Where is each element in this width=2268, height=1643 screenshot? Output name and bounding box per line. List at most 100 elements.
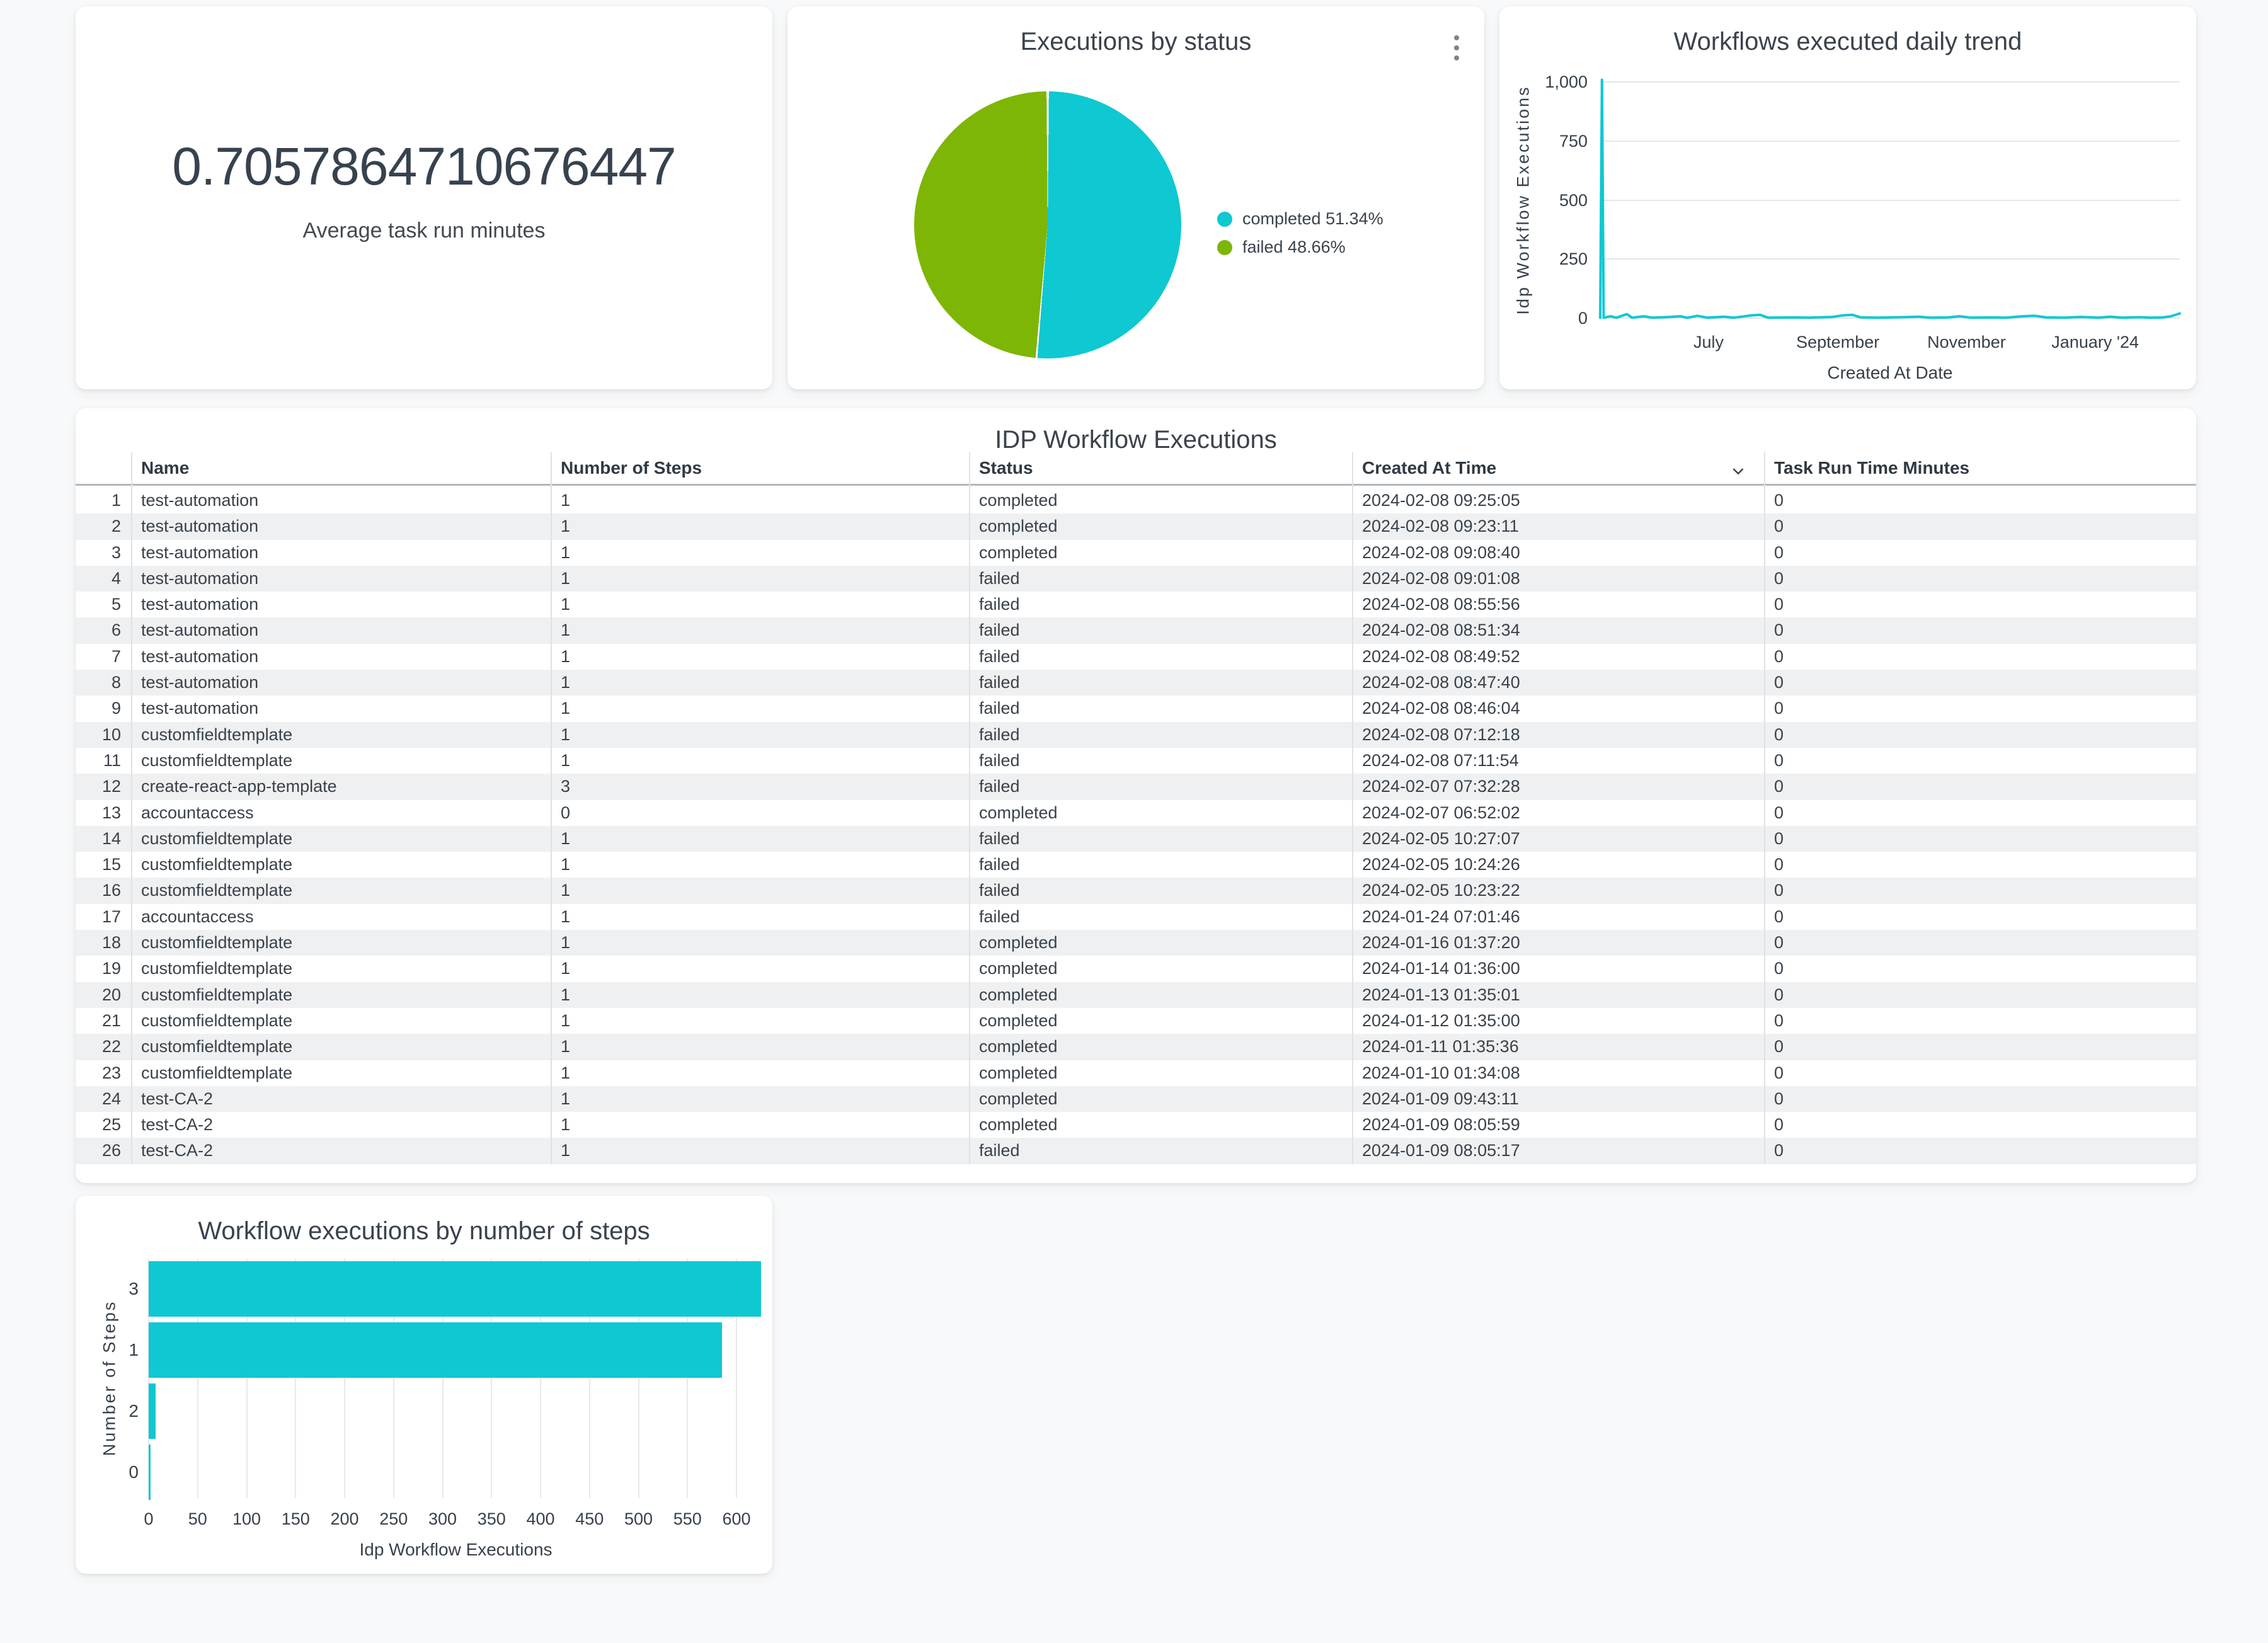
column-header-steps[interactable]: Number of Steps xyxy=(561,458,702,478)
line-chart-title: Workflows executed daily trend xyxy=(1673,28,2022,55)
table-cell: 0 xyxy=(1774,881,1784,900)
table-row[interactable]: 16 customfieldtemplate 1 failed 2024-02-05 1… xyxy=(76,878,2196,904)
table-cell: 0 xyxy=(1774,1089,1784,1108)
bar-steps-2[interactable] xyxy=(149,1383,156,1439)
bar-chart-plot: 0 50 100 150 200 250 300 350 400 450 500 550 600 3 1 2 0 xyxy=(129,1259,763,1528)
table-row[interactable]: 6 test-automation 1 failed 2024-02-08 08:51:… xyxy=(76,617,2196,644)
table-cell: 16 xyxy=(101,881,121,900)
column-header-created[interactable]: Created At Time xyxy=(1352,452,1764,484)
table-cell: 1 xyxy=(561,542,571,562)
legend-item-failed[interactable]: failed 48.66% xyxy=(1217,238,1383,257)
bar-steps-0[interactable] xyxy=(149,1445,151,1500)
y-tick-label: 250 xyxy=(1559,249,1588,269)
table-cell: 13 xyxy=(101,803,121,822)
table-row[interactable]: 3 test-automation 1 completed 2024-02-08 09:… xyxy=(76,540,2196,566)
table-cell: completed xyxy=(979,1063,1058,1082)
table-cell: 0 xyxy=(1774,959,1784,978)
kebab-menu-icon[interactable] xyxy=(1444,30,1469,74)
table-cell: 2024-01-14 01:36:00 xyxy=(1362,959,1520,978)
table-row[interactable]: 13 accountaccess 0 completed 2024-02-07 06:5… xyxy=(76,800,2196,826)
table-cell: customfieldtemplate xyxy=(141,1010,293,1030)
table-cell: 0 xyxy=(1774,673,1784,692)
x-tick-label: November xyxy=(1927,333,2006,352)
table-cell: completed xyxy=(979,1037,1058,1056)
table-row[interactable]: 2 test-automation 1 completed 2024-02-08 09:… xyxy=(76,513,2196,540)
table-cell: completed xyxy=(979,1010,1058,1030)
legend-item-completed[interactable]: completed 51.34% xyxy=(1217,209,1383,229)
table-row[interactable]: 24 test-CA-2 1 completed 2024-01-09 09:43:11… xyxy=(76,1085,2196,1113)
table-cell: 2024-02-05 10:27:07 xyxy=(1362,828,1520,848)
gridline xyxy=(687,1259,689,1498)
table-cell: failed xyxy=(979,595,1020,614)
table-cell: 19 xyxy=(101,959,121,978)
table-cell: 4 xyxy=(111,568,121,588)
table-header: Name Number of Steps Status Created At T… xyxy=(76,452,2196,486)
table-row[interactable]: 20 customfieldtemplate 1 completed 2024-01-1… xyxy=(76,982,2196,1008)
table-cell: 0 xyxy=(1774,491,1784,510)
table-row[interactable]: 26 test-CA-2 1 failed 2024-01-09 08:05:17 0 xyxy=(76,1138,2196,1164)
table-row[interactable]: 12 create-react-app-template 3 failed 2024-0… xyxy=(76,774,2196,800)
table-cell: failed xyxy=(979,828,1020,848)
table-cell: create-react-app-template xyxy=(141,777,337,796)
line-chart-plot[interactable]: 0 250 500 750 1,000 July September November Janu… xyxy=(1545,72,2181,352)
table-cell: 8 xyxy=(111,673,121,692)
table-cell: 1 xyxy=(561,646,571,666)
table-row[interactable]: 22 customfieldtemplate 1 completed 2024-01-1… xyxy=(76,1034,2196,1060)
column-header-name[interactable]: Name xyxy=(141,458,190,478)
table-row[interactable]: 7 test-automation 1 failed 2024-02-08 08:49:… xyxy=(76,644,2196,670)
table-row[interactable]: 8 test-automation 1 failed 2024-02-08 08:47:… xyxy=(76,670,2196,696)
table-cell: accountaccess xyxy=(141,803,254,822)
x-tick-label: July xyxy=(1693,333,1724,352)
table-row[interactable]: 1 test-automation 1 completed 2024-02-08 09:… xyxy=(76,488,2196,513)
table-cell: 0 xyxy=(1774,646,1784,666)
table-row[interactable]: 15 customfieldtemplate 1 failed 2024-02-05 1… xyxy=(76,852,2196,878)
table-cell: completed xyxy=(979,542,1058,562)
table-row[interactable]: 19 customfieldtemplate 1 completed 2024-01-1… xyxy=(76,956,2196,982)
table-row[interactable]: 21 customfieldtemplate 1 completed 2024-01-1… xyxy=(76,1008,2196,1034)
table-cell: 6 xyxy=(111,621,121,640)
table-row[interactable]: 23 customfieldtemplate 1 completed 2024-01-1… xyxy=(76,1060,2196,1086)
table-row[interactable]: 25 test-CA-2 1 completed 2024-01-09 08:05:59… xyxy=(76,1112,2196,1138)
table-row[interactable]: 11 customfieldtemplate 1 failed 2024-02-08 0… xyxy=(76,748,2196,774)
y-category-label: 0 xyxy=(129,1462,139,1482)
table-cell: 0 xyxy=(1774,724,1784,744)
table-row[interactable]: 17 accountaccess 1 failed 2024-01-24 07:01:4… xyxy=(76,904,2196,930)
x-tick-label: 350 xyxy=(477,1509,506,1528)
legend-label-failed: failed 48.66% xyxy=(1242,238,1346,256)
table-cell: 2024-02-05 10:23:22 xyxy=(1362,881,1520,900)
pie-chart[interactable] xyxy=(914,91,1181,358)
table-cell: 2024-02-08 07:11:54 xyxy=(1362,750,1519,770)
bar-x-axis-title: Idp Workflow Executions xyxy=(359,1540,553,1559)
y-category-label: 1 xyxy=(129,1340,139,1360)
table-cell: 0 xyxy=(1774,1037,1784,1056)
table-row[interactable]: 18 customfieldtemplate 1 completed 2024-01-1… xyxy=(76,930,2196,956)
table-cell: 1 xyxy=(561,881,571,900)
table-cell: 11 xyxy=(103,750,121,770)
bar-steps-1[interactable] xyxy=(149,1322,722,1378)
table-cell: customfieldtemplate xyxy=(141,1037,293,1056)
y-tick-label: 0 xyxy=(1578,309,1588,328)
gridline xyxy=(246,1259,248,1498)
table-cell: 2024-02-08 08:49:52 xyxy=(1362,646,1520,666)
table-row[interactable]: 10 customfieldtemplate 1 failed 2024-02-08 0… xyxy=(76,721,2196,748)
pie-chart-title: Executions by status xyxy=(1020,28,1252,55)
table-row[interactable]: 9 test-automation 1 failed 2024-02-08 08:46:… xyxy=(76,696,2196,721)
table-row[interactable]: 14 customfieldtemplate 1 failed 2024-02-05 1… xyxy=(76,825,2196,852)
table-cell: test-automation xyxy=(141,699,259,718)
table-row[interactable]: 5 test-automation 1 failed 2024-02-08 08:55:… xyxy=(76,592,2196,617)
table-cell: test-automation xyxy=(141,621,259,640)
table-cell: 1 xyxy=(561,724,571,744)
table-cell: completed xyxy=(979,959,1058,978)
bar-steps-3[interactable] xyxy=(149,1261,761,1317)
table-cell: customfieldtemplate xyxy=(141,855,293,874)
pie-legend: completed 51.34% failed 48.66% xyxy=(1217,209,1383,257)
column-header-task-run[interactable]: Task Run Time Minutes xyxy=(1774,458,1970,478)
table-row[interactable]: 4 test-automation 1 failed 2024-02-08 09:01:… xyxy=(76,565,2196,592)
column-divider xyxy=(1764,452,1765,1164)
table-cell: 2024-02-07 06:52:02 xyxy=(1362,803,1520,822)
row-number-header xyxy=(76,452,131,484)
table-cell: 1 xyxy=(561,1089,571,1108)
column-header-status[interactable]: Status xyxy=(979,458,1033,478)
table-cell: 1 xyxy=(561,828,571,848)
